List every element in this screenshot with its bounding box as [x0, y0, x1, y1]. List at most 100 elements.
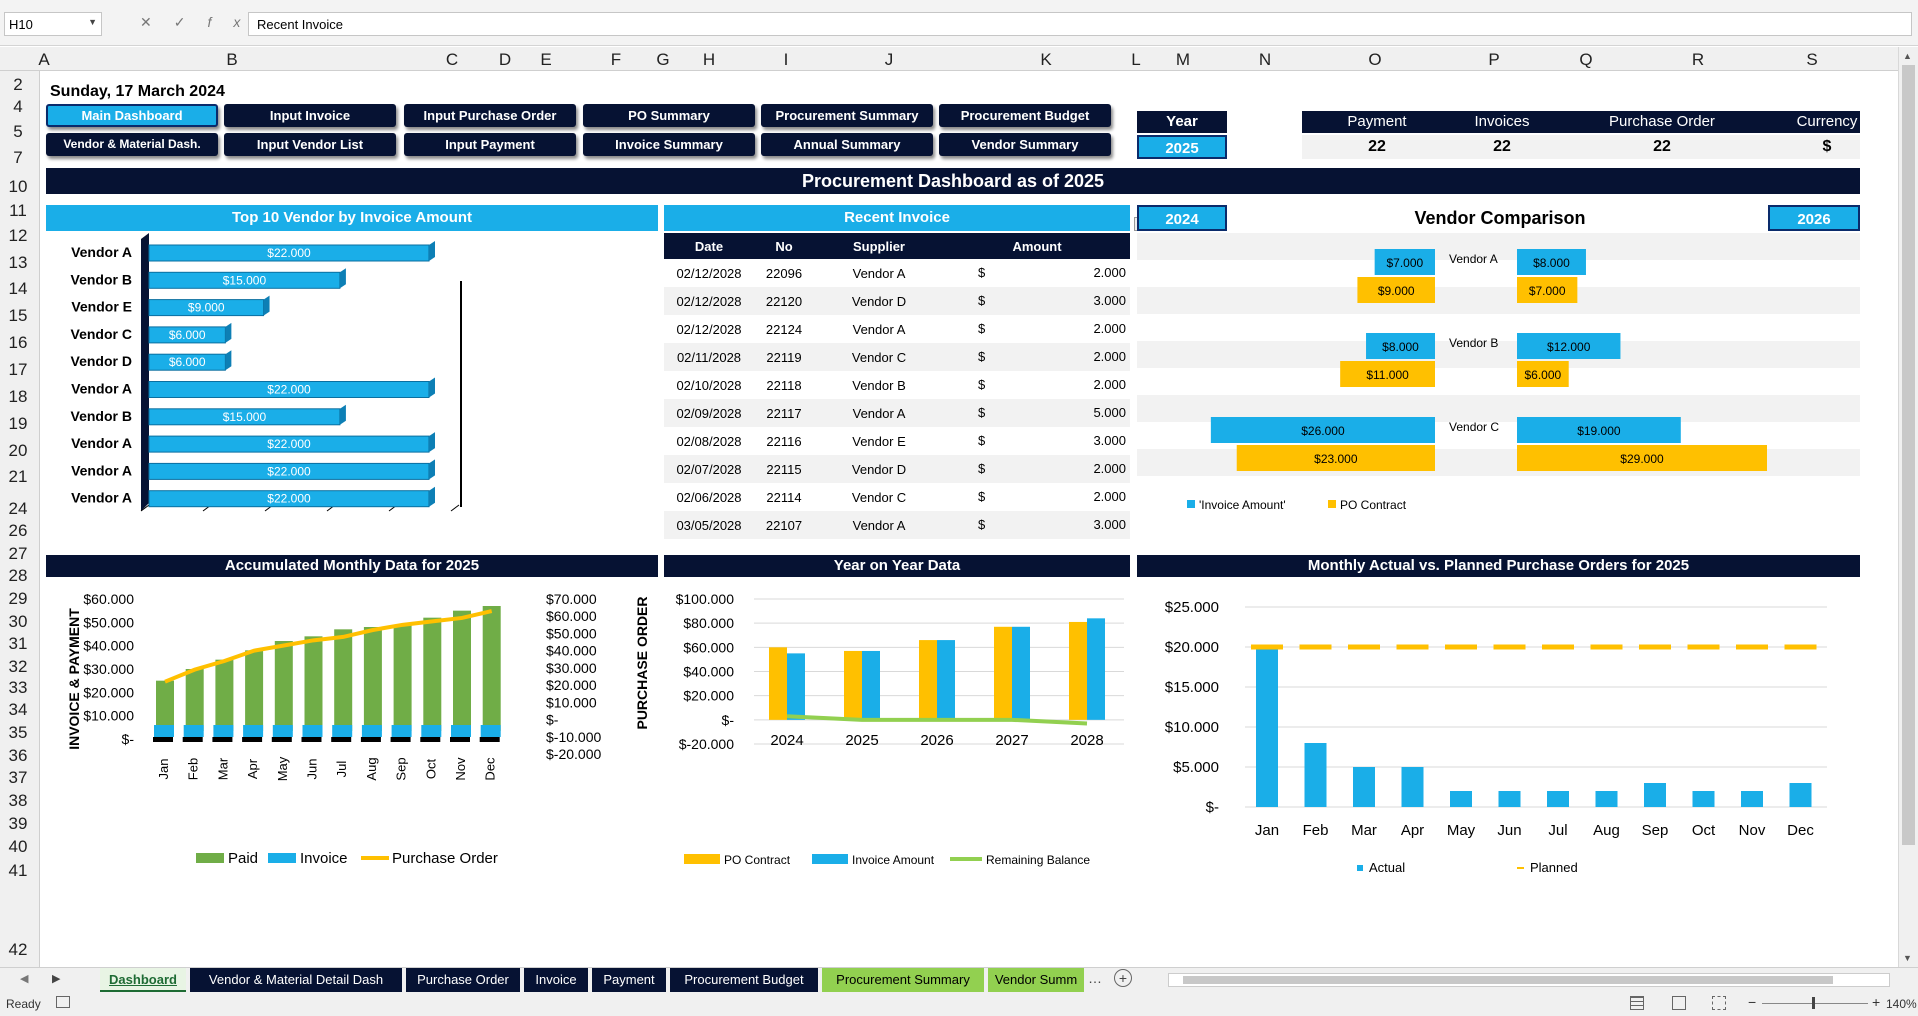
- row-header-16[interactable]: 16: [8, 333, 28, 352]
- scroll-thumb[interactable]: [1902, 65, 1915, 845]
- scroll-down-icon[interactable]: ▼: [1903, 953, 1912, 963]
- row-header-26[interactable]: 26: [8, 521, 28, 540]
- zoom-slider[interactable]: [1762, 1003, 1868, 1004]
- row-header-7[interactable]: 7: [13, 148, 23, 167]
- tab-vendor-material-detail-dash[interactable]: Vendor & Material Detail Dash: [190, 968, 402, 992]
- page-break-icon[interactable]: [1712, 996, 1726, 1010]
- tab-invoice[interactable]: Invoice: [524, 968, 588, 992]
- column-header-g[interactable]: G: [656, 50, 670, 69]
- column-header-m[interactable]: M: [1175, 50, 1191, 69]
- table-row[interactable]: 02/11/2028 22119 Vendor C $2.000: [664, 343, 1130, 371]
- table-row[interactable]: 02/06/2028 22114 Vendor C $2.000: [664, 483, 1130, 511]
- row-header-20[interactable]: 20: [8, 441, 28, 460]
- row-header-33[interactable]: 33: [8, 678, 28, 697]
- nav-procurement-summary-button[interactable]: Procurement Summary: [761, 104, 933, 127]
- nav-vendor-material-dash--button[interactable]: Vendor & Material Dash.: [46, 133, 218, 156]
- row-header-38[interactable]: 38: [8, 791, 28, 810]
- tab-procurement-budget[interactable]: Procurement Budget: [670, 968, 818, 992]
- row-header-36[interactable]: 36: [8, 746, 28, 765]
- row-header-21[interactable]: 21: [8, 467, 28, 486]
- row-header-19[interactable]: 19: [8, 414, 28, 433]
- row-header-13[interactable]: 13: [8, 253, 28, 272]
- column-header-l[interactable]: L: [1131, 50, 1141, 69]
- table-row[interactable]: 02/12/2028 22120 Vendor D $3.000: [664, 287, 1130, 315]
- vertical-scrollbar[interactable]: ▲ ▼: [1898, 47, 1918, 967]
- hscroll-thumb[interactable]: [1183, 976, 1833, 984]
- row-header-18[interactable]: 18: [8, 387, 28, 406]
- table-row[interactable]: 02/12/2028 22124 Vendor A $2.000: [664, 315, 1130, 343]
- table-row[interactable]: 03/05/2028 22107 Vendor A $3.000: [664, 511, 1130, 539]
- fx-icon[interactable]: fx: [207, 14, 263, 30]
- nav-annual-summary-button[interactable]: Annual Summary: [761, 133, 933, 156]
- row-header-4[interactable]: 4: [13, 97, 23, 116]
- tab-procurement-summary[interactable]: Procurement Summary: [822, 968, 984, 992]
- row-header-5[interactable]: 5: [13, 122, 23, 141]
- column-header-n[interactable]: N: [1258, 50, 1272, 69]
- column-header-d[interactable]: D: [498, 50, 512, 69]
- horizontal-scrollbar[interactable]: [1168, 973, 1890, 987]
- tab-dashboard[interactable]: Dashboard: [100, 968, 186, 992]
- row-header-14[interactable]: 14: [8, 279, 28, 298]
- column-header-r[interactable]: R: [1691, 50, 1705, 69]
- tab-payment[interactable]: Payment: [592, 968, 666, 992]
- more-tabs-icon[interactable]: …: [1088, 970, 1102, 986]
- row-header-29[interactable]: 29: [8, 589, 28, 608]
- row-header-24[interactable]: 24: [8, 499, 28, 518]
- table-row[interactable]: 02/10/2028 22118 Vendor B $2.000: [664, 371, 1130, 399]
- formula-input[interactable]: Recent Invoice: [248, 12, 1912, 36]
- nav-input-purchase-order-button[interactable]: Input Purchase Order: [404, 104, 576, 127]
- column-header-b[interactable]: B: [226, 50, 238, 69]
- add-sheet-icon[interactable]: +: [1114, 969, 1132, 987]
- row-header-35[interactable]: 35: [8, 723, 28, 742]
- table-row[interactable]: 02/09/2028 22117 Vendor A $5.000: [664, 399, 1130, 427]
- tab-vendor-summ[interactable]: Vendor Summ: [988, 968, 1084, 992]
- row-header-2[interactable]: 2: [13, 75, 23, 94]
- table-row[interactable]: 02/08/2028 22116 Vendor E $3.000: [664, 427, 1130, 455]
- column-header-f[interactable]: F: [610, 50, 622, 69]
- row-header-42[interactable]: 42: [8, 940, 28, 959]
- row-header-12[interactable]: 12: [8, 226, 28, 245]
- column-header-k[interactable]: K: [1040, 50, 1052, 69]
- page-layout-icon[interactable]: [1672, 996, 1686, 1010]
- row-header-31[interactable]: 31: [8, 634, 28, 653]
- column-header-c[interactable]: C: [445, 50, 459, 69]
- tab-purchase-order[interactable]: Purchase Order: [406, 968, 520, 992]
- column-header-j[interactable]: J: [884, 50, 894, 69]
- cancel-icon[interactable]: ✕: [140, 14, 174, 30]
- sheet-stats-icon[interactable]: [56, 996, 70, 1008]
- nav-vendor-summary-button[interactable]: Vendor Summary: [939, 133, 1111, 156]
- column-header-s[interactable]: S: [1806, 50, 1818, 69]
- normal-view-icon[interactable]: [1630, 996, 1644, 1010]
- row-header-41[interactable]: 41: [8, 861, 28, 880]
- row-header-39[interactable]: 39: [8, 814, 28, 833]
- nav-po-summary-button[interactable]: PO Summary: [583, 104, 755, 127]
- column-header-e[interactable]: E: [540, 50, 552, 69]
- scroll-up-icon[interactable]: ▲: [1903, 51, 1912, 61]
- row-header-10[interactable]: 10: [8, 177, 28, 196]
- year-selector[interactable]: 2025: [1137, 135, 1227, 159]
- nav-input-invoice-button[interactable]: Input Invoice: [224, 104, 396, 127]
- year-left-selector[interactable]: 2024: [1137, 205, 1227, 231]
- row-header-34[interactable]: 34: [8, 700, 28, 719]
- zoom-in-icon[interactable]: +: [1872, 994, 1881, 1010]
- tab-next-icon[interactable]: ▶: [52, 973, 61, 985]
- nav-main-dashboard-button[interactable]: Main Dashboard: [46, 104, 218, 127]
- column-header-i[interactable]: I: [783, 50, 789, 69]
- row-header-11[interactable]: 11: [9, 201, 27, 220]
- column-header-h[interactable]: H: [702, 50, 716, 69]
- row-header-37[interactable]: 37: [8, 768, 28, 787]
- column-header-o[interactable]: O: [1368, 50, 1382, 69]
- nav-invoice-summary-button[interactable]: Invoice Summary: [583, 133, 755, 156]
- row-header-40[interactable]: 40: [8, 837, 28, 856]
- column-header-a[interactable]: A: [38, 50, 50, 69]
- name-box[interactable]: H10 ▼: [4, 12, 102, 36]
- year-right-selector[interactable]: 2026: [1768, 205, 1860, 231]
- row-header-30[interactable]: 30: [8, 612, 28, 631]
- row-header-17[interactable]: 17: [8, 360, 28, 379]
- nav-procurement-budget-button[interactable]: Procurement Budget: [939, 104, 1111, 127]
- zoom-thumb[interactable]: [1812, 997, 1815, 1009]
- row-header-27[interactable]: 27: [8, 544, 28, 563]
- row-header-32[interactable]: 32: [8, 657, 28, 676]
- table-row[interactable]: 02/12/2028 22096 Vendor A $2.000: [664, 259, 1130, 287]
- nav-input-vendor-list-button[interactable]: Input Vendor List: [224, 133, 396, 156]
